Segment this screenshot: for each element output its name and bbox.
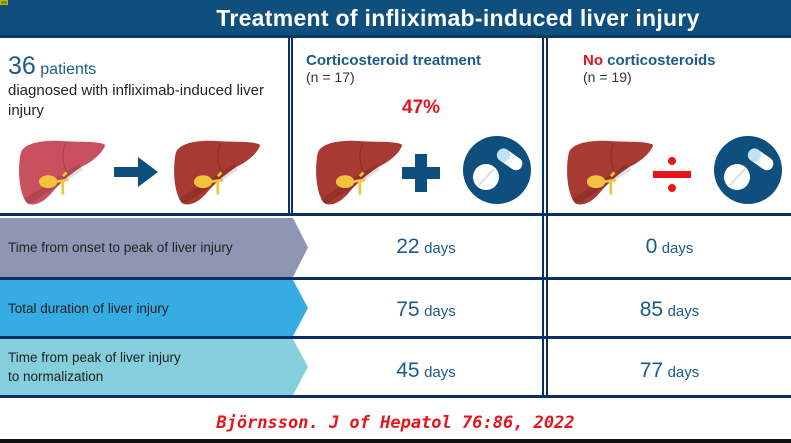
divider: [542, 38, 544, 398]
row-onset-to-peak: Time from onset to peak of liver injury …: [0, 218, 791, 277]
bottom-border: [0, 439, 791, 443]
row-label: Total duration of liver injury: [8, 300, 169, 316]
group-label: corticosteroids: [603, 52, 716, 69]
row-label: Time from onset to peak of liver injury: [8, 240, 233, 255]
group-no-corticosteroids: No corticosteroids (n = 19): [583, 52, 716, 85]
group-label-no: No: [583, 52, 603, 69]
patient-count: 36: [8, 52, 36, 80]
page-title: Treatment of infliximab-induced liver in…: [216, 5, 700, 31]
group-label: Corticosteroid treatment: [306, 52, 482, 69]
patient-unit: patients: [40, 61, 97, 78]
divider: [0, 277, 791, 280]
divider: [0, 336, 791, 339]
arrow-right-icon: [114, 157, 158, 187]
corner-marker: [0, 0, 8, 5]
value-corticosteroid: 75 days: [396, 298, 456, 321]
row-label: Time from peak of liver injury to normali…: [8, 350, 181, 384]
value-no-corticosteroid: 85 days: [639, 298, 700, 321]
citation: Björnsson. J of Hepatol 76:86, 2022: [216, 413, 575, 433]
divider: [0, 395, 791, 398]
percent-label: 47%: [402, 97, 441, 118]
value-corticosteroid: 45 days: [396, 359, 456, 382]
group-n: (n = 17): [306, 69, 355, 85]
healthy-liver-icon: [15, 135, 107, 210]
pill-icon: [713, 135, 783, 205]
value-corticosteroid: 22 days: [396, 235, 456, 258]
injured-liver-icon: [170, 135, 262, 210]
intro-description: diagnosed with infliximab-induced liver …: [8, 82, 264, 119]
group-n: (n = 19): [583, 69, 632, 85]
title-banner: Treatment of infliximab-induced liver in…: [0, 0, 791, 38]
divide-icon: [653, 157, 691, 192]
row-total-duration: Total duration of liver injury 75 days 8…: [0, 280, 791, 336]
group-corticosteroid: Corticosteroid treatment (n = 17): [306, 52, 481, 85]
row-peak-to-normalization: Time from peak of liver injury to normali…: [0, 339, 791, 395]
divider: [288, 38, 290, 215]
intro-panel: 36 patients diagnosed with infliximab-in…: [8, 52, 288, 121]
divider: [291, 38, 293, 215]
liver-icon: [312, 135, 404, 210]
plus-icon: [402, 154, 440, 192]
liver-icon: [563, 135, 655, 210]
value-no-corticosteroid: 77 days: [639, 359, 700, 382]
pill-icon: [462, 135, 532, 205]
divider: [0, 213, 791, 216]
divider: [546, 38, 548, 398]
value-no-corticosteroid: 0 days: [645, 235, 694, 258]
